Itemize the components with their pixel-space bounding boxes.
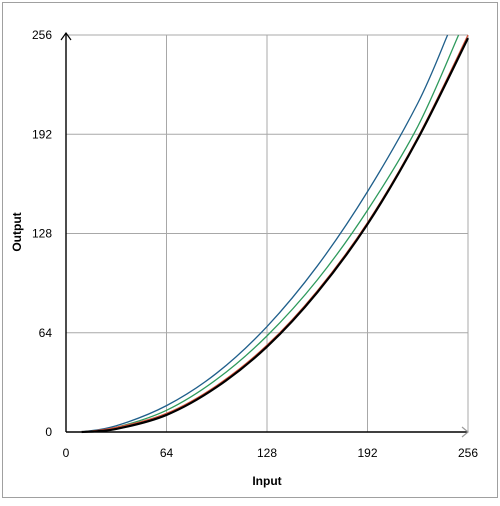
y-tick-labels: 0 64 128 192 256	[32, 28, 52, 439]
y-tick-label: 0	[45, 425, 52, 439]
y-tick-label: 256	[32, 28, 52, 42]
y-tick-label: 128	[32, 227, 52, 241]
x-tick-labels: 0 64 128 192 256	[63, 446, 479, 460]
x-tick-label: 64	[160, 446, 174, 460]
grid-lines	[66, 34, 469, 432]
x-axis-title: Input	[252, 474, 281, 488]
series-line-4	[81, 37, 469, 434]
series-line-2	[81, 34, 460, 433]
series-lines	[81, 34, 469, 434]
y-axis-title: Output	[10, 212, 24, 251]
x-tick-label: 0	[63, 446, 70, 460]
chart-border	[2, 2, 498, 498]
x-tick-label: 192	[357, 446, 377, 460]
y-tick-label: 64	[39, 326, 53, 340]
x-tick-label: 128	[257, 446, 277, 460]
x-tick-label: 256	[458, 446, 478, 460]
x-axis-arrow	[461, 426, 469, 438]
y-tick-label: 192	[32, 127, 52, 141]
y-axis-arrow	[60, 31, 72, 41]
series-line-1	[81, 34, 449, 433]
